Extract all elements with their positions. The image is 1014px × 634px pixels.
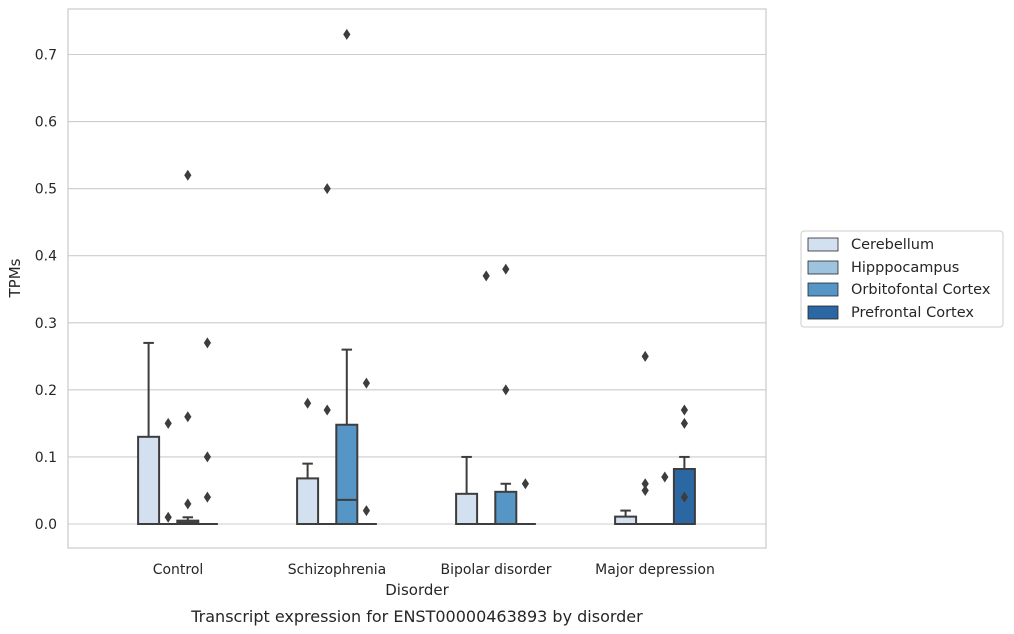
x-axis-label: Disorder [385,581,449,599]
outlier-point [304,397,312,409]
outlier-point [641,478,649,490]
box-group [157,417,179,525]
outlier-point [184,169,192,181]
outlier-point [203,337,211,349]
legend-label-prefrontal: Prefrontal Cortex [851,305,974,321]
y-tick-label: 0.5 [35,182,57,198]
x-tick-label: Control [153,562,204,578]
box-group [176,169,200,525]
box-group [355,377,377,525]
outlier-point [641,484,649,496]
outlier-point [164,417,172,429]
box-group [316,183,338,525]
box-group [475,270,497,525]
y-tick-label: 0.7 [35,48,57,64]
x-axis-ticks: Control Schizophrenia Bipolar disorder Majo… [153,562,715,578]
box [335,423,359,525]
outlier-point [680,404,688,416]
legend-label-hippocampus: Hipppocampus [851,260,959,276]
box-group [672,404,696,525]
box [614,515,638,526]
box [296,477,320,525]
outlier-point [323,404,331,416]
legend: Cerebellum Hipppocampus Orbitofontal Cor… [800,230,1004,328]
outlier-point [641,350,649,362]
y-tick-label: 0.0 [35,517,57,533]
box-group [614,509,638,526]
outlier-point [164,511,172,523]
x-tick-label: Bipolar disorder [440,562,551,578]
outlier-point [203,451,211,463]
outlier-point [343,28,351,40]
outlier-point [323,183,331,195]
box [455,492,479,526]
outlier-point [680,491,688,503]
y-tick-label: 0.1 [35,450,57,466]
outlier-point [184,411,192,423]
box-group [196,337,218,525]
outlier-point [680,417,688,429]
outlier-point [203,491,211,503]
box-group [455,455,479,526]
outlier-point [502,384,510,396]
legend-swatch-hippocampus [807,260,839,275]
plot-area-frame [67,8,767,549]
box-group [634,350,656,525]
y-tick-label: 0.2 [35,383,57,399]
y-axis-ticks: 0.0 0.1 0.2 0.3 0.4 0.5 0.6 0.7 [35,48,57,533]
y-tick-label: 0.3 [35,316,57,332]
box-group [335,28,359,525]
y-axis-label: TPMs [6,258,24,298]
box [137,435,161,525]
box-group [514,478,536,525]
x-tick-label: Major depression [595,562,715,578]
outlier-point [362,505,370,517]
legend-label-orbitofrontal: Orbitofontal Cortex [851,282,991,298]
outlier-point [502,263,510,275]
box-series [137,28,696,526]
legend-swatch-prefrontal [807,305,839,320]
outlier-point [521,478,529,490]
legend-swatch-cerebellum [807,237,839,252]
box-group [494,263,518,525]
outlier-point [661,471,669,483]
x-tick-label: Schizophrenia [288,562,386,578]
chart-caption: Transcript expression for ENST0000046389… [190,607,643,626]
box-group [296,397,320,525]
y-tick-label: 0.4 [35,249,57,265]
legend-swatch-orbitofrontal [807,282,839,297]
box-group [137,341,161,525]
legend-label-cerebellum: Cerebellum [851,237,934,253]
box [494,490,518,525]
y-tick-label: 0.6 [35,115,57,131]
box-group [654,471,676,525]
legend-frame [800,230,1004,328]
outlier-point [362,377,370,389]
outlier-point [184,498,192,510]
outlier-point [482,270,490,282]
